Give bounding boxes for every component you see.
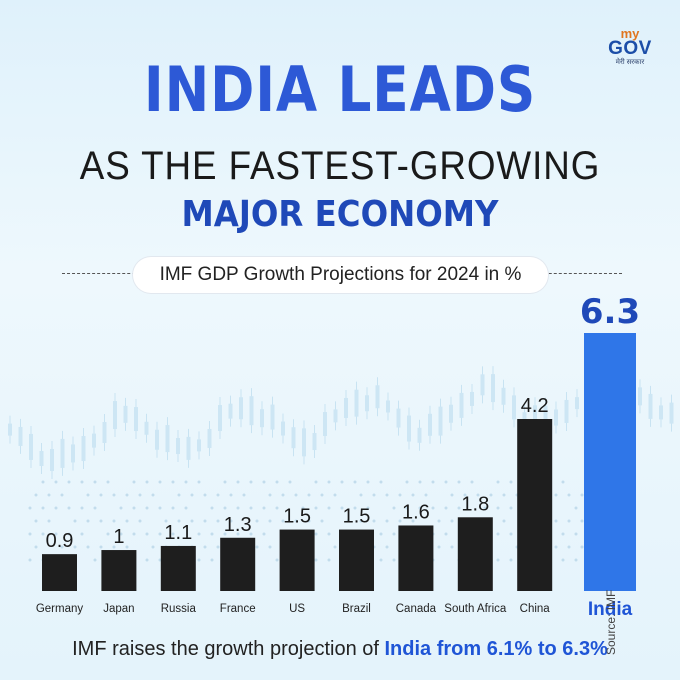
value-label: 4.2 [521, 395, 549, 417]
logo-gov-text: GOV [608, 38, 652, 59]
value-label: 1.3 [224, 514, 252, 536]
category-label: Japan [103, 603, 134, 615]
mygov-logo: my GOV मेरी सरकार [600, 26, 660, 67]
category-label: India [588, 599, 633, 620]
source-credit: Source: IMF [604, 589, 618, 655]
category-label: South Africa [444, 603, 507, 615]
value-label: 1.1 [164, 522, 192, 544]
headline-line-1: INDIA LEADS [143, 53, 537, 126]
value-label: 1 [113, 526, 124, 548]
value-label: 1.5 [343, 506, 371, 528]
category-label: Brazil [342, 603, 371, 615]
headline-line-3: MAJOR ECONOMY [181, 194, 499, 235]
bar [42, 554, 77, 591]
logo-my-text: my [620, 26, 640, 41]
chart-title: IMF GDP Growth Projections for 2024 in % [133, 257, 548, 293]
bar [101, 550, 137, 591]
footer-note: IMF raises the growth projection of Indi… [0, 638, 680, 661]
category-label: US [289, 603, 305, 615]
value-label: 1.6 [402, 501, 430, 523]
headline-line-2: AS THE FASTEST-GROWING [79, 144, 601, 188]
bar [160, 545, 196, 591]
value-label: 0.9 [46, 530, 74, 552]
category-label: Germany [36, 603, 84, 615]
category-label: Russia [161, 603, 197, 615]
bar [398, 525, 434, 591]
value-label: 1.5 [283, 506, 311, 528]
category-label: China [520, 603, 551, 615]
footer-prefix: IMF raises the growth projection of [72, 638, 385, 660]
bar [457, 517, 493, 591]
logo-tagline: मेरी सरकार [615, 59, 645, 66]
category-label: France [220, 603, 256, 615]
bar [279, 529, 315, 591]
bar-highlight [584, 333, 636, 591]
value-label: 6.3 [580, 292, 640, 332]
category-label: Canada [396, 603, 437, 615]
bar [339, 529, 374, 591]
value-label: 1.8 [461, 493, 489, 515]
footer-highlight: India from 6.1% to 6.3% [384, 638, 608, 660]
bar [517, 419, 553, 591]
bar [220, 537, 256, 591]
